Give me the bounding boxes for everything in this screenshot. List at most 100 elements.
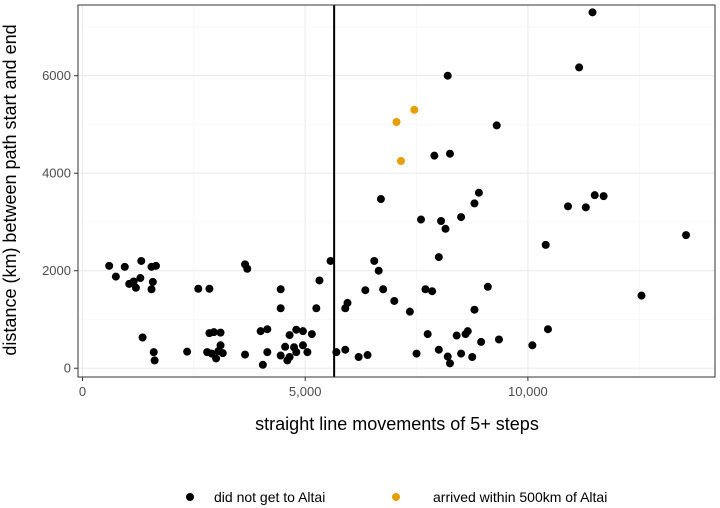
point-did-not-get-to-altai <box>423 330 432 339</box>
point-did-not-get-to-altai <box>315 276 324 285</box>
point-arrived-within-500km <box>392 118 401 127</box>
point-did-not-get-to-altai <box>131 283 140 292</box>
point-did-not-get-to-altai <box>209 328 218 337</box>
point-did-not-get-to-altai <box>303 348 312 357</box>
point-did-not-get-to-altai <box>183 347 192 356</box>
point-did-not-get-to-altai <box>258 360 267 369</box>
point-did-not-get-to-altai <box>405 307 414 316</box>
point-did-not-get-to-altai <box>581 203 590 212</box>
point-did-not-get-to-altai <box>494 335 503 344</box>
point-did-not-get-to-altai <box>285 331 294 340</box>
point-did-not-get-to-altai <box>588 8 597 17</box>
legend-key-arrived-within-500km <box>392 493 400 501</box>
point-did-not-get-to-altai <box>474 188 483 197</box>
point-did-not-get-to-altai <box>148 277 157 286</box>
point-did-not-get-to-altai <box>434 345 443 354</box>
point-did-not-get-to-altai <box>332 348 341 357</box>
point-did-not-get-to-altai <box>412 349 421 358</box>
point-did-not-get-to-altai <box>470 199 479 208</box>
point-did-not-get-to-altai <box>341 345 350 354</box>
grid-lines <box>78 5 715 377</box>
y-tick-label: 0 <box>64 361 71 376</box>
point-did-not-get-to-altai <box>390 296 399 305</box>
point-did-not-get-to-altai <box>149 348 158 357</box>
point-did-not-get-to-altai <box>575 63 584 72</box>
point-did-not-get-to-altai <box>590 191 599 200</box>
point-did-not-get-to-altai <box>281 342 290 351</box>
point-did-not-get-to-altai <box>216 328 225 337</box>
point-did-not-get-to-altai <box>194 284 203 293</box>
point-did-not-get-to-altai <box>452 331 461 340</box>
point-did-not-get-to-altai <box>312 304 321 313</box>
y-tick-label: 2000 <box>42 263 71 278</box>
point-did-not-get-to-altai <box>292 325 301 334</box>
x-axis-ticks: 0 5,000 10,000 <box>79 377 548 399</box>
x-tick-label: 5,000 <box>289 384 322 399</box>
point-did-not-get-to-altai <box>445 149 454 158</box>
point-did-not-get-to-altai <box>105 261 114 270</box>
legend: did not get to Altai arrived within 500k… <box>186 489 607 505</box>
point-did-not-get-to-altai <box>457 213 466 222</box>
point-did-not-get-to-altai <box>326 256 335 265</box>
point-did-not-get-to-altai <box>212 354 221 363</box>
point-did-not-get-to-altai <box>434 253 443 262</box>
point-did-not-get-to-altai <box>298 327 307 336</box>
x-tick-label: 10,000 <box>508 384 548 399</box>
point-did-not-get-to-altai <box>343 298 352 307</box>
point-did-not-get-to-altai <box>205 284 214 293</box>
point-did-not-get-to-altai <box>218 349 227 358</box>
point-did-not-get-to-altai <box>276 304 285 313</box>
point-did-not-get-to-altai <box>457 349 466 358</box>
point-did-not-get-to-altai <box>443 352 452 361</box>
point-did-not-get-to-altai <box>599 192 608 201</box>
point-did-not-get-to-altai <box>374 266 383 275</box>
point-did-not-get-to-altai <box>256 327 265 336</box>
point-did-not-get-to-altai <box>276 351 285 360</box>
point-did-not-get-to-altai <box>376 195 385 204</box>
point-did-not-get-to-altai <box>111 272 120 281</box>
point-arrived-within-500km <box>396 157 405 166</box>
point-did-not-get-to-altai <box>243 264 252 273</box>
point-did-not-get-to-altai <box>682 231 691 240</box>
point-did-not-get-to-altai <box>363 351 372 360</box>
y-axis-title: distance (km) between path start and end <box>0 24 20 355</box>
point-did-not-get-to-altai <box>528 341 537 350</box>
point-did-not-get-to-altai <box>361 286 370 295</box>
y-axis-ticks: 0 2000 4000 6000 <box>42 68 78 376</box>
point-did-not-get-to-altai <box>463 327 472 336</box>
point-did-not-get-to-altai <box>136 274 145 283</box>
point-did-not-get-to-altai <box>298 341 307 350</box>
point-did-not-get-to-altai <box>441 224 450 233</box>
data-points <box>105 8 691 369</box>
point-did-not-get-to-altai <box>138 333 147 342</box>
point-did-not-get-to-altai <box>421 285 430 294</box>
point-did-not-get-to-altai <box>241 350 250 359</box>
point-did-not-get-to-altai <box>263 348 272 357</box>
legend-label-did-not-get-to-altai: did not get to Altai <box>214 489 325 505</box>
point-did-not-get-to-altai <box>564 202 572 211</box>
point-did-not-get-to-altai <box>354 353 363 362</box>
point-did-not-get-to-altai <box>129 277 138 286</box>
point-did-not-get-to-altai <box>151 261 160 270</box>
point-did-not-get-to-altai <box>263 325 272 334</box>
point-did-not-get-to-altai <box>292 348 301 357</box>
point-did-not-get-to-altai <box>307 330 316 339</box>
point-did-not-get-to-altai <box>417 215 425 224</box>
point-did-not-get-to-altai <box>137 256 146 265</box>
point-did-not-get-to-altai <box>147 285 156 294</box>
point-did-not-get-to-altai <box>468 353 477 362</box>
legend-key-did-not-get-to-altai <box>186 493 194 501</box>
y-tick-label: 6000 <box>42 68 71 83</box>
point-did-not-get-to-altai <box>543 325 552 334</box>
point-did-not-get-to-altai <box>285 353 294 362</box>
point-did-not-get-to-altai <box>443 71 452 80</box>
x-tick-label: 0 <box>79 384 86 399</box>
point-arrived-within-500km <box>410 105 419 114</box>
panel-border <box>77 4 716 378</box>
point-did-not-get-to-altai <box>370 256 379 265</box>
point-did-not-get-to-altai <box>430 151 439 160</box>
legend-label-arrived-within-500km: arrived within 500km of Altai <box>433 489 607 505</box>
point-did-not-get-to-altai <box>276 285 285 294</box>
point-did-not-get-to-altai <box>477 337 486 346</box>
